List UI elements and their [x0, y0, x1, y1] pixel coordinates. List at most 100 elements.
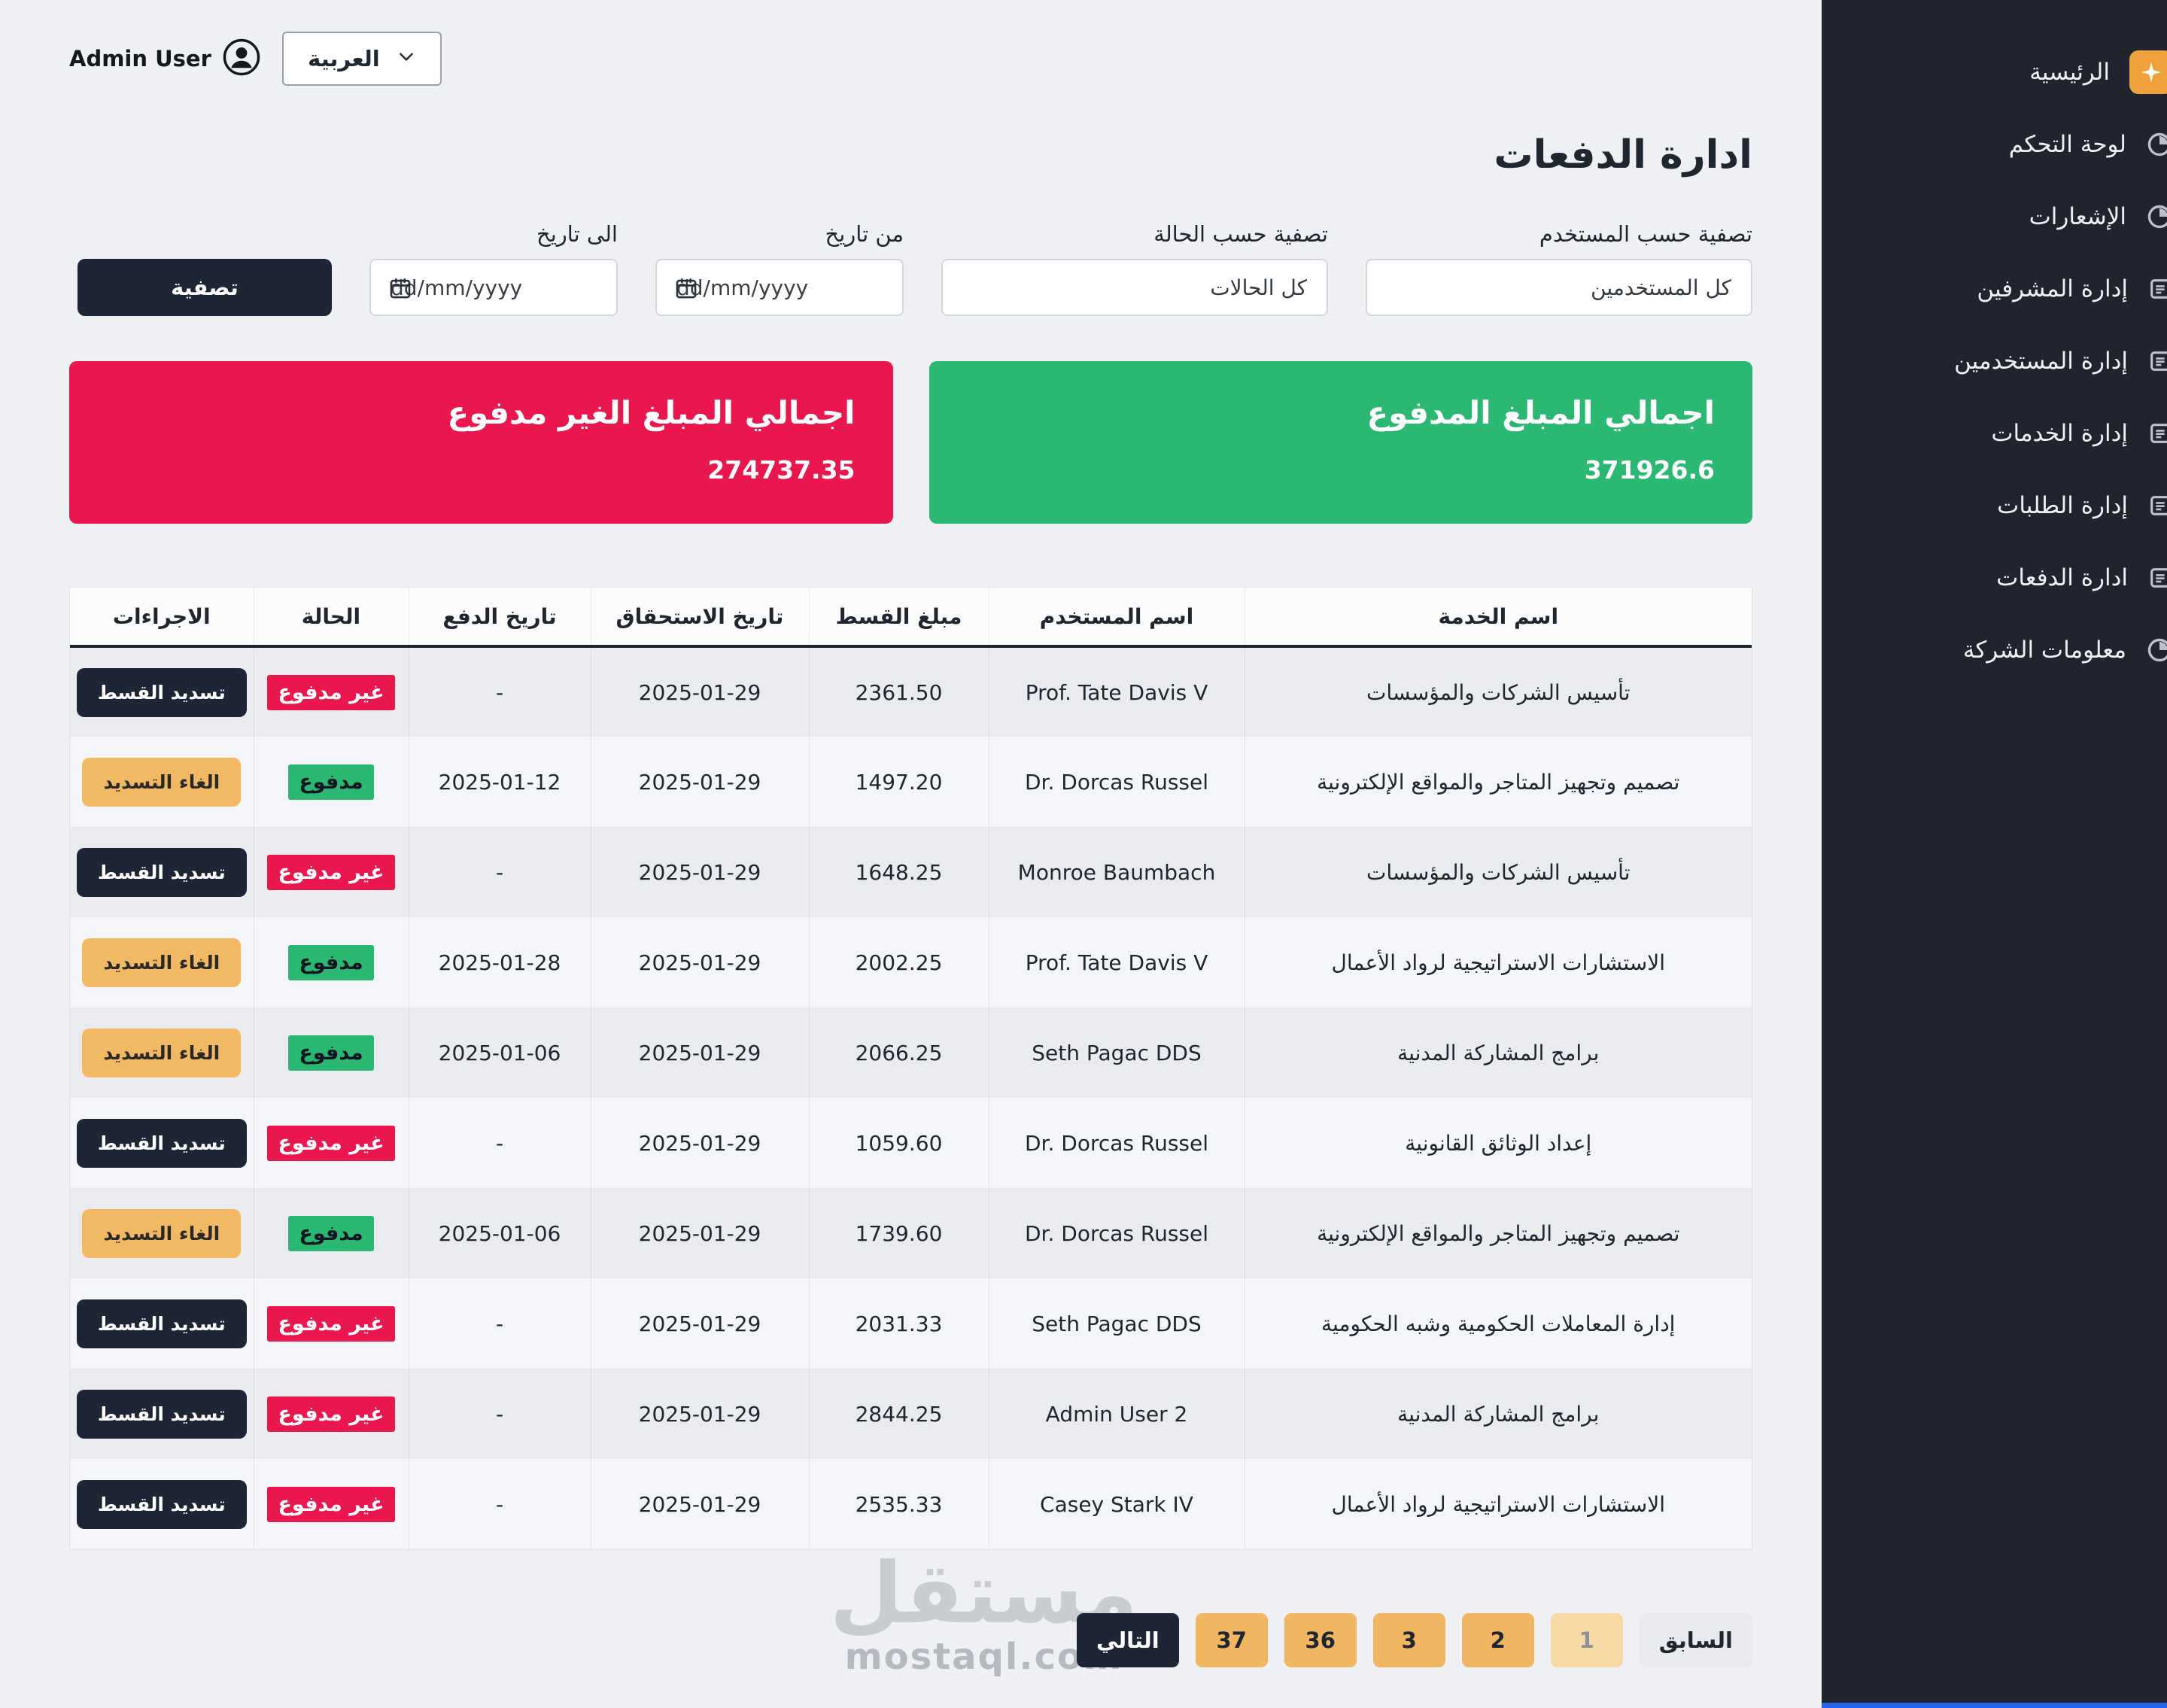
- user-name-cell: Dr. Dorcas Russel: [939, 1188, 1195, 1278]
- status-badge: مدفوع: [239, 1216, 324, 1251]
- sidebar-item[interactable]: ادارة الدفعات: [1772, 542, 2167, 614]
- pay-installment-button[interactable]: تسديد القسط: [27, 668, 197, 717]
- due-date-cell: 2025-01-29: [541, 737, 759, 827]
- service-name-cell: تصميم وتجهيز المتاجر والمواقع الإلكتروني…: [1195, 737, 1702, 827]
- installment-amount-cell: 2066.25: [759, 1007, 939, 1098]
- filters-bar: تصفية حسب المستخدم كل المستخدمين تصفية ح…: [20, 221, 1703, 316]
- user-name-cell: Prof. Tate Davis V: [939, 646, 1195, 737]
- user-name-cell: Monroe Baumbach: [939, 827, 1195, 917]
- page-number-button[interactable]: 3: [1324, 1613, 1396, 1667]
- user-name-cell: Seth Pagac DDS: [939, 1278, 1195, 1369]
- installment-amount-cell: 2535.33: [759, 1459, 939, 1549]
- actions-cell: الغاء التسديد: [20, 917, 204, 1007]
- user-filter-value: كل المستخدمين: [1541, 275, 1682, 300]
- installment-amount-cell: 2361.50: [759, 646, 939, 737]
- sidebar-item[interactable]: الرئيسية: [1772, 36, 2167, 108]
- total-paid-card: اجمالي المبلغ المدفوع 371926.6: [880, 361, 1704, 524]
- payment-date-cell: -: [359, 646, 541, 737]
- actions-cell: تسديد القسط: [20, 1098, 204, 1188]
- pagination: السابق 1 2 3 36 37 التالي: [20, 1613, 1703, 1667]
- table-header-row: اسم الخدمة اسم المستخدم مبلغ القسط تاريخ ال…: [20, 588, 1702, 646]
- previous-page-button[interactable]: السابق: [1590, 1613, 1703, 1667]
- sidebar-item-label: ادارة الدفعات: [1947, 564, 2078, 591]
- pay-installment-button[interactable]: تسديد القسط: [27, 1480, 197, 1529]
- cancel-payment-button[interactable]: الغاء التسديد: [32, 938, 191, 987]
- total-unpaid-card: اجمالي المبلغ الغير مدفوع 274737.35: [20, 361, 843, 524]
- topbar: العربية Admin User: [20, 32, 1703, 86]
- sidebar-item[interactable]: إدارة المشرفين: [1772, 253, 2167, 325]
- column-header: تاريخ الاستحقاق: [541, 588, 759, 646]
- total-paid-label: اجمالي المبلغ المدفوع: [917, 394, 1666, 431]
- due-date-cell: 2025-01-29: [541, 1369, 759, 1459]
- pay-installment-button[interactable]: تسديد القسط: [27, 1299, 197, 1348]
- user-name-cell: Seth Pagac DDS: [939, 1007, 1195, 1098]
- sidebar-item[interactable]: لوحة التحكم: [1772, 108, 2167, 181]
- main-content: العربية Admin User ادارة الدفعات تصفية ح…: [0, 0, 1772, 1708]
- page-number-button[interactable]: 37: [1146, 1613, 1218, 1667]
- status-filter-label: تصفية حسب الحالة: [892, 221, 1278, 247]
- from-date-input[interactable]: [627, 260, 833, 315]
- payments-table-body: تأسيس الشركات والمؤسسات Prof. Tate Davis …: [20, 646, 1702, 1549]
- to-date-group: الى تاريخ: [320, 221, 568, 316]
- cancel-payment-button[interactable]: الغاء التسديد: [32, 1209, 191, 1258]
- status-badge: غير مدفوع: [217, 1487, 345, 1522]
- status-cell: مدفوع: [204, 1007, 359, 1098]
- calendar-icon[interactable]: [338, 275, 363, 306]
- payment-date-cell: -: [359, 1459, 541, 1549]
- sparkle-icon: [2080, 50, 2123, 94]
- status-filter-select[interactable]: كل الحالات: [892, 259, 1278, 316]
- status-cell: غير مدفوع: [204, 1098, 359, 1188]
- page-number-button[interactable]: 36: [1235, 1613, 1307, 1667]
- user-filter-group: تصفية حسب المستخدم كل المستخدمين: [1316, 221, 1703, 316]
- sidebar-item[interactable]: معلومات الشركة: [1772, 614, 2167, 686]
- page-number-button[interactable]: 2: [1412, 1613, 1485, 1667]
- column-header: اسم المستخدم: [939, 588, 1195, 646]
- actions-cell: تسديد القسط: [20, 1278, 204, 1369]
- status-cell: مدفوع: [204, 917, 359, 1007]
- due-date-cell: 2025-01-29: [541, 646, 759, 737]
- cancel-payment-button[interactable]: الغاء التسديد: [32, 758, 191, 807]
- status-cell: غير مدفوع: [204, 827, 359, 917]
- calendar-icon[interactable]: [624, 275, 649, 306]
- payment-date-cell: -: [359, 1278, 541, 1369]
- table-row: إعداد الوثائق القانونية Dr. Dorcas Russel…: [20, 1098, 1702, 1188]
- sidebar-item[interactable]: إدارة الخدمات: [1772, 397, 2167, 470]
- payment-date-cell: -: [359, 1369, 541, 1459]
- sidebar-item[interactable]: إدارة الطلبات: [1772, 470, 2167, 542]
- actions-cell: الغاء التسديد: [20, 1188, 204, 1278]
- actions-cell: تسديد القسط: [20, 1459, 204, 1549]
- sidebar-item-label: الرئيسية: [1980, 59, 2060, 86]
- sidebar-item[interactable]: الإشعارات: [1772, 181, 2167, 253]
- language-select[interactable]: العربية: [233, 32, 392, 86]
- cancel-payment-button[interactable]: الغاء التسديد: [32, 1029, 191, 1077]
- user-filter-select[interactable]: كل المستخدمين: [1316, 259, 1703, 316]
- status-cell: مدفوع: [204, 1188, 359, 1278]
- total-unpaid-label: اجمالي المبلغ الغير مدفوع: [57, 394, 806, 431]
- next-page-button[interactable]: التالي: [1027, 1613, 1129, 1667]
- page-number-buttons: 1 2 3 36 37: [1146, 1613, 1573, 1667]
- status-cell: غير مدفوع: [204, 1278, 359, 1369]
- user-chip[interactable]: Admin User: [20, 38, 211, 80]
- page-number-button[interactable]: 1: [1501, 1613, 1573, 1667]
- column-header: الاجراءات: [20, 588, 204, 646]
- table-row: برامج المشاركة المدنية Admin User 2 2844.2…: [20, 1369, 1702, 1459]
- pay-installment-button[interactable]: تسديد القسط: [27, 848, 197, 897]
- user-name-cell: Admin User 2: [939, 1369, 1195, 1459]
- installment-amount-cell: 2844.25: [759, 1369, 939, 1459]
- due-date-cell: 2025-01-29: [541, 1007, 759, 1098]
- column-header: الحالة: [204, 588, 359, 646]
- pay-installment-button[interactable]: تسديد القسط: [27, 1390, 197, 1439]
- filter-submit-button[interactable]: تصفية: [28, 259, 282, 316]
- pay-installment-button[interactable]: تسديد القسط: [27, 1119, 197, 1168]
- list-icon: [2098, 421, 2123, 446]
- sidebar-item[interactable]: إدارة المستخدمين: [1772, 325, 2167, 397]
- status-badge: مدفوع: [239, 1035, 324, 1071]
- service-name-cell: برامج المشاركة المدنية: [1195, 1369, 1702, 1459]
- table-row: برامج المشاركة المدنية Seth Pagac DDS 2066…: [20, 1007, 1702, 1098]
- service-name-cell: إدارة المعاملات الحكومية وشبه الحكومية: [1195, 1278, 1702, 1369]
- payment-date-cell: -: [359, 1098, 541, 1188]
- service-name-cell: الاستشارات الاستراتيجية لرواد الأعمال: [1195, 917, 1702, 1007]
- from-date-field: [606, 259, 854, 316]
- sidebar-nav: الرئيسية لوحة التحكم الإشعارات إدارة المشرف…: [1772, 36, 2167, 686]
- to-date-input[interactable]: [341, 260, 547, 315]
